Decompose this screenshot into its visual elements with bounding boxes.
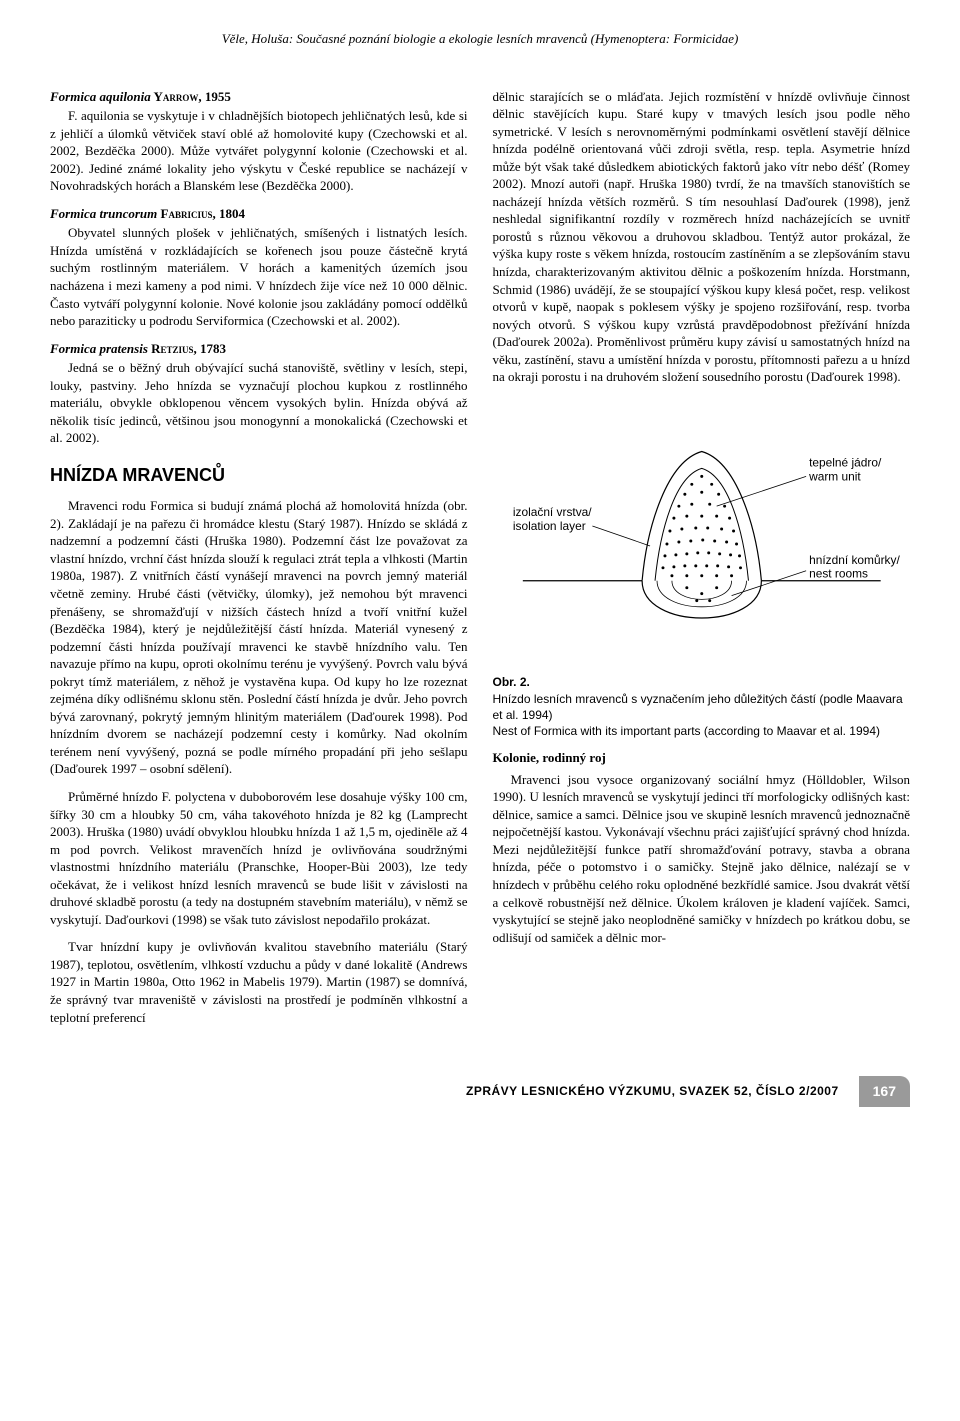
paragraph: Průměrné hnízdo F. polyctena v duboborov… — [50, 788, 468, 928]
figure-2: izolační vrstva/ isolation layer tepelné… — [493, 406, 911, 739]
species-author: Retzius, 1783 — [148, 341, 226, 356]
species-author: Fabricius, 1804 — [157, 206, 245, 221]
nest-diagram-svg: izolační vrstva/ isolation layer tepelné… — [493, 406, 911, 666]
fig-label-isolation: izolační vrstva/ isolation layer — [512, 505, 594, 533]
figure-caption: Obr. 2. Hnízdo lesních mravenců s vyznač… — [493, 674, 911, 739]
paragraph: Jedná se o běžný druh obývající suchá st… — [50, 359, 468, 447]
species-heading-2: Formica truncorum Fabricius, 1804 — [50, 205, 468, 223]
fig-caption-en: Nest of Formica with its important parts… — [493, 724, 881, 738]
right-column: dělnic starajících se o mláďata. Jejich … — [493, 88, 911, 1037]
paragraph: F. aquilonia se vyskytuje i v chladnější… — [50, 107, 468, 195]
paragraph: dělnic starajících se o mláďata. Jejich … — [493, 88, 911, 386]
species-heading-3: Formica pratensis Retzius, 1783 — [50, 340, 468, 358]
journal-ref: ZPRÁVY LESNICKÉHO VÝZKUMU, SVAZEK 52, ČÍ… — [466, 1083, 839, 1099]
species-author: Yarrow, 1955 — [151, 89, 231, 104]
paragraph: Obyvatel slunných plošek v jehličnatých,… — [50, 224, 468, 329]
two-column-layout: Formica aquilonia Yarrow, 1955 F. aquilo… — [50, 88, 910, 1037]
species-heading-1: Formica aquilonia Yarrow, 1955 — [50, 88, 468, 106]
subheading-colony: Kolonie, rodinný roj — [493, 749, 911, 767]
species-name: Formica pratensis — [50, 341, 148, 356]
paragraph: Tvar hnízdní kupy je ovlivňován kvalitou… — [50, 938, 468, 1026]
paragraph: Mravenci rodu Formica si budují známá pl… — [50, 497, 468, 778]
paragraph: Mravenci jsou vysoce organizovaný sociál… — [493, 771, 911, 946]
fig-label-warm: tepelné jádro/ warm unit — [808, 455, 884, 483]
fig-caption-cz: Hnízdo lesních mravenců s vyznačením jeh… — [493, 692, 903, 722]
fig-label-nest: hnízdní komůrky/ nest rooms — [809, 553, 903, 581]
left-column: Formica aquilonia Yarrow, 1955 F. aquilo… — [50, 88, 468, 1037]
species-name: Formica truncorum — [50, 206, 157, 221]
page-number: 167 — [859, 1076, 910, 1107]
species-name: Formica aquilonia — [50, 89, 151, 104]
running-title: Věle, Holuša: Současné poznání biologie … — [50, 30, 910, 48]
page-footer: ZPRÁVY LESNICKÉHO VÝZKUMU, SVAZEK 52, ČÍ… — [50, 1076, 910, 1107]
section-title-nests: HNÍZDA MRAVENCŮ — [50, 463, 468, 487]
fig-num: Obr. 2. — [493, 675, 530, 689]
